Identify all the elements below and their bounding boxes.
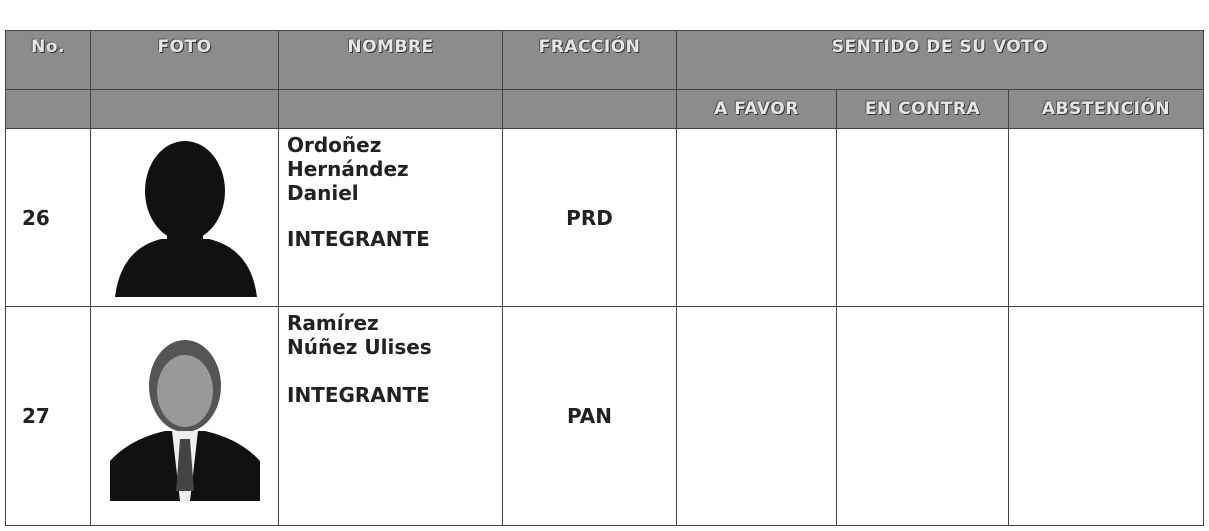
vote-abstencion (1008, 306, 1204, 526)
vote-en-contra (836, 306, 1009, 526)
vote-a-favor (676, 306, 837, 526)
vote-a-favor (676, 128, 837, 307)
header-fraccion: FRACCIÓN (502, 30, 677, 90)
name-cell: Ramírez Núñez Ulises INTEGRANTE (278, 306, 503, 526)
name-line: Hernández (287, 157, 409, 181)
header-row: No. FOTO NOMBRE FRACCIÓN SENTIDO DE SU V… (5, 30, 1204, 90)
photo-cell (90, 128, 279, 307)
vote-table: No. FOTO NOMBRE FRACCIÓN SENTIDO DE SU V… (5, 30, 1204, 526)
header-blank (5, 89, 91, 129)
fraccion: PRD (502, 128, 677, 307)
member-photo (110, 138, 259, 297)
member-number: 27 (5, 306, 91, 526)
header-sentido: SENTIDO DE SU VOTO (676, 30, 1204, 90)
header-foto: FOTO (90, 30, 279, 90)
photo-cell (90, 306, 279, 526)
name-line: Ordoñez (287, 133, 382, 157)
header-en-contra: EN CONTRA (836, 89, 1009, 129)
role: INTEGRANTE (287, 383, 430, 407)
fraccion: PAN (502, 306, 677, 526)
header-a-favor: A FAVOR (676, 89, 837, 129)
member-number: 26 (5, 128, 91, 307)
header-blank (278, 89, 503, 129)
member-row: 27 Ramírez Núñez Ulises INTEGRANTE PAN (5, 306, 1204, 526)
name-line: Daniel (287, 181, 359, 205)
member-photo (109, 331, 260, 501)
header-blank (502, 89, 677, 129)
header-no: No. (5, 30, 91, 90)
member-row: 26 Ordoñez Hernández Daniel INTEGRANTE P… (5, 128, 1204, 307)
header-abstencion: ABSTENCIÓN (1008, 89, 1204, 129)
name-line: Núñez Ulises (287, 335, 432, 359)
role: INTEGRANTE (287, 227, 430, 251)
header-blank (90, 89, 279, 129)
name-cell: Ordoñez Hernández Daniel INTEGRANTE (278, 128, 503, 307)
name-line: Ramírez (287, 311, 379, 335)
vote-en-contra (836, 128, 1009, 307)
vote-abstencion (1008, 128, 1204, 307)
subheader-row: A FAVOR EN CONTRA ABSTENCIÓN (5, 89, 1204, 129)
header-nombre: NOMBRE (278, 30, 503, 90)
